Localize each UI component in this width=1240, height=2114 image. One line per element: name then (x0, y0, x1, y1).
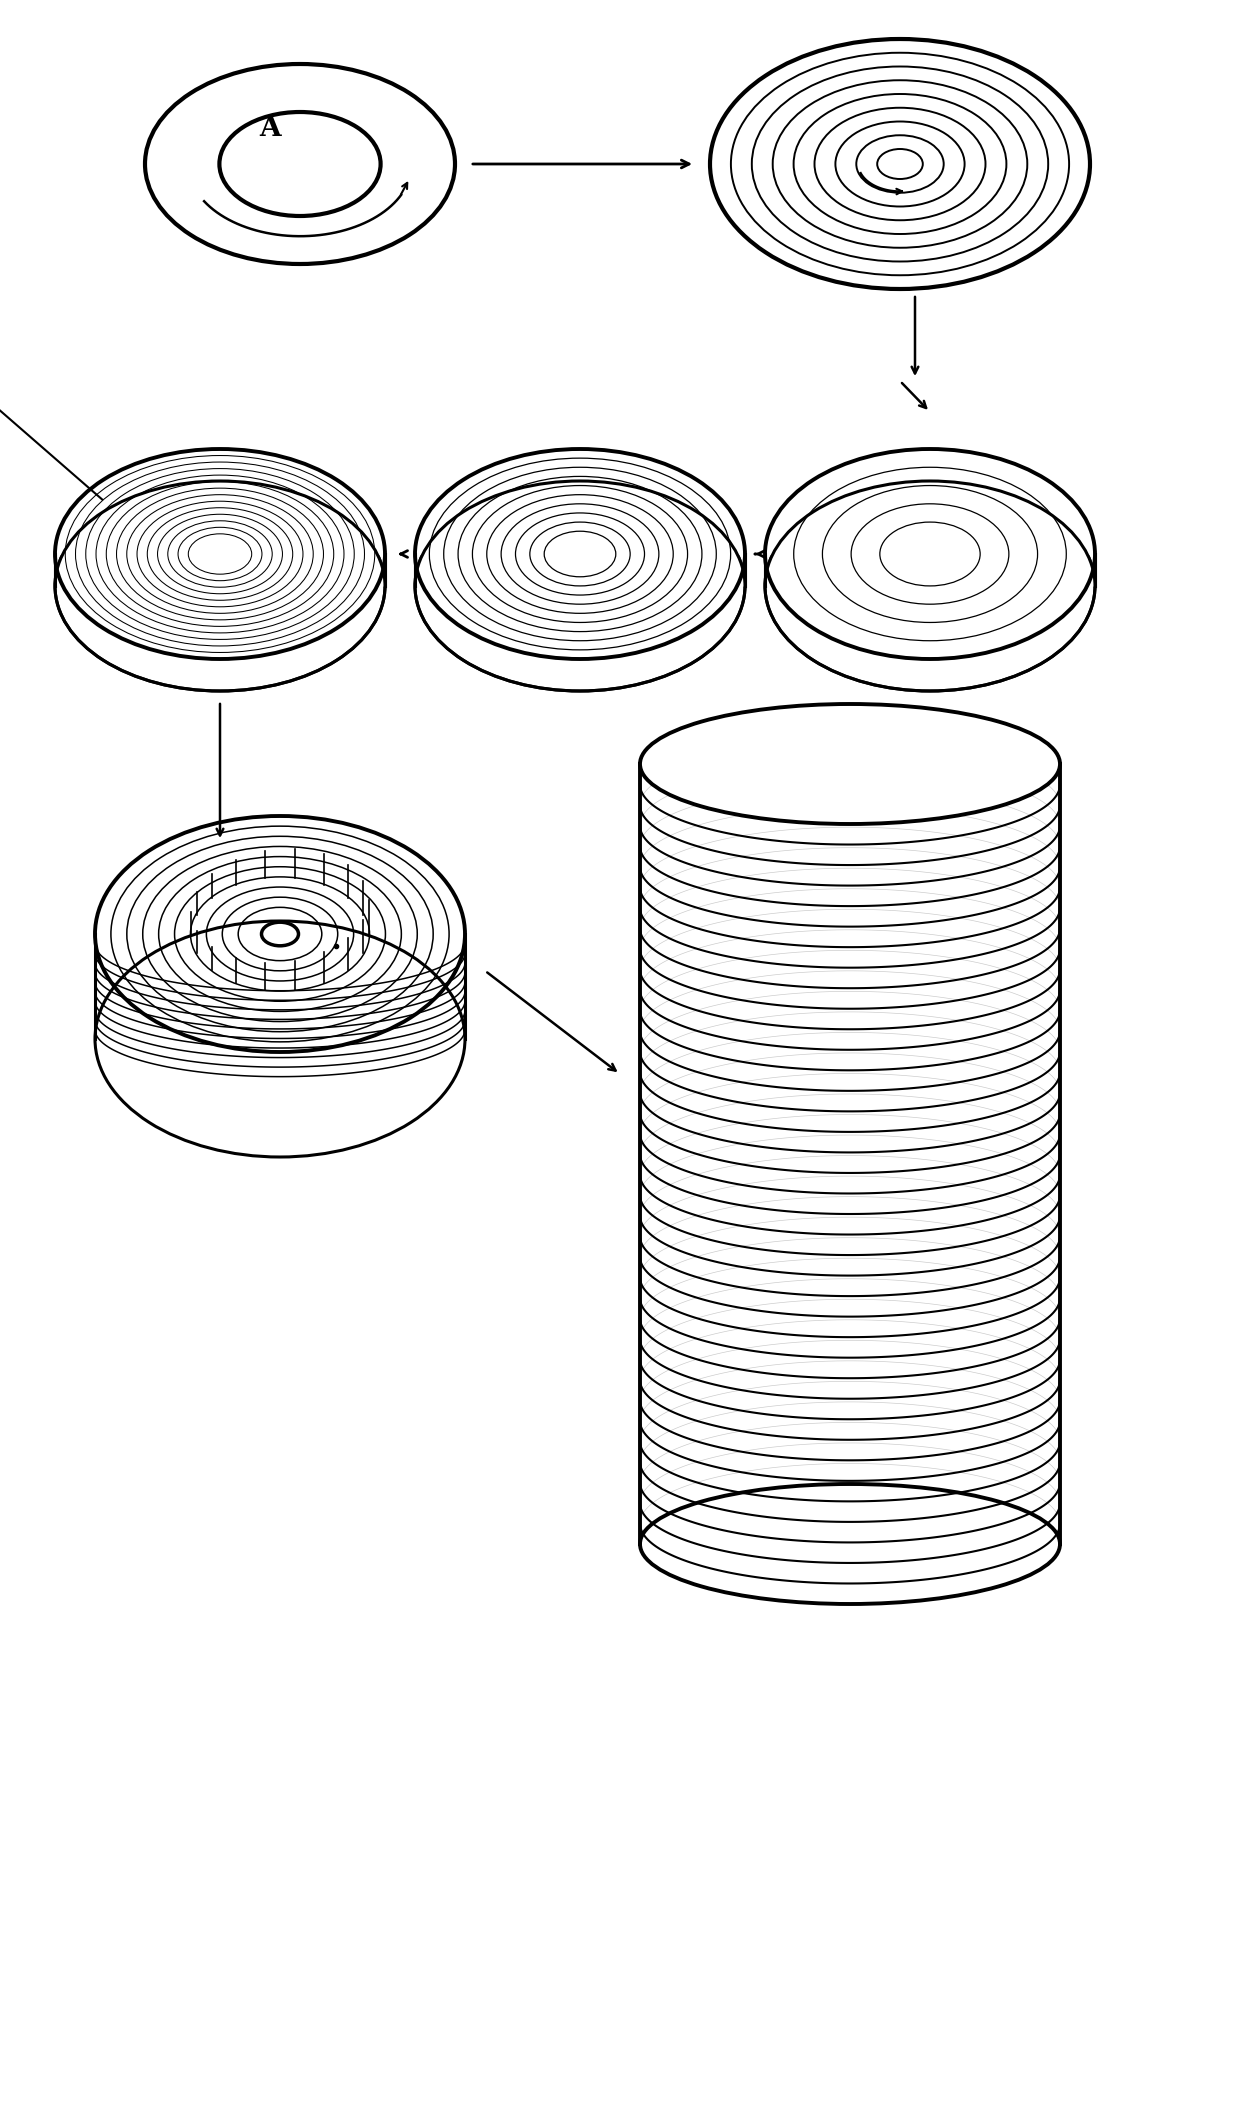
Polygon shape (55, 448, 384, 586)
Polygon shape (415, 448, 745, 586)
Text: A: A (259, 116, 280, 142)
Text: B: B (0, 368, 103, 499)
Polygon shape (640, 763, 1060, 1543)
Polygon shape (95, 816, 465, 1038)
Polygon shape (765, 448, 1095, 586)
Ellipse shape (640, 704, 1060, 824)
